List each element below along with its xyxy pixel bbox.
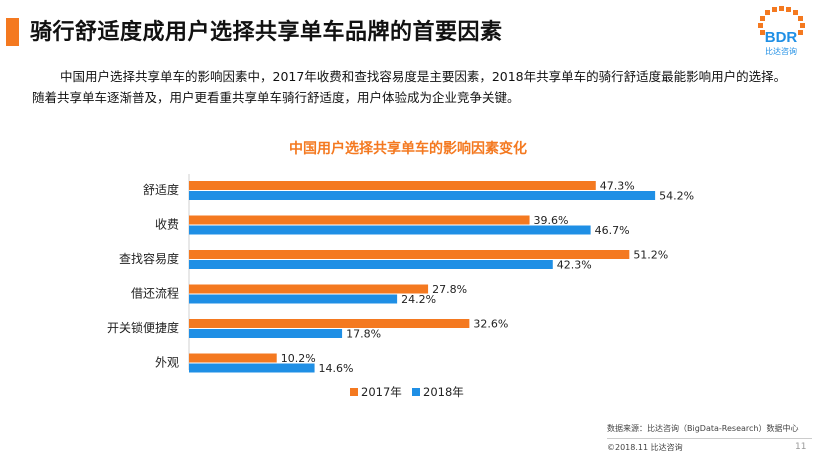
data-label: 10.2% [281, 352, 316, 365]
data-label: 32.6% [473, 318, 508, 331]
bar-2018 [189, 225, 591, 235]
data-label: 46.7% [595, 224, 630, 237]
bar-chart: 舒适度 47.3% 54.2% 收费 39.6% 46.7% 查找容易度 51.2% 42.3%… [107, 174, 694, 399]
legend-label: 2017年 [361, 385, 402, 399]
data-label: 51.2% [633, 249, 668, 262]
page-number: 11 [795, 442, 807, 452]
legend-label: 2018年 [423, 385, 464, 399]
data-label: 27.8% [432, 283, 467, 296]
category-label: 外观 [155, 356, 179, 370]
logo-text: BDR [765, 29, 798, 46]
bar-2018 [189, 363, 315, 373]
title-accent-bar [6, 18, 19, 46]
data-label: 47.3% [600, 180, 635, 193]
data-label: 17.8% [346, 328, 381, 341]
data-source: 数据来源：比达咨询（BigData-Research）数据中心 [607, 424, 799, 433]
bdr-logo: BDR 比达咨询 [758, 6, 805, 56]
data-label: 54.2% [659, 190, 694, 203]
logo-ring [758, 6, 805, 35]
bar-2017 [189, 250, 630, 259]
category-label: 开关锁便捷度 [107, 320, 179, 335]
category-label: 收费 [155, 218, 179, 232]
footer-divider [607, 438, 812, 439]
bar-2018 [189, 329, 343, 338]
bar-2018 [189, 191, 656, 200]
data-label: 39.6% [534, 214, 569, 227]
bar-2017 [189, 284, 429, 294]
bar-2017 [189, 319, 470, 328]
bar-2018 [189, 294, 398, 304]
data-label: 14.6% [319, 362, 354, 375]
data-label: 42.3% [557, 259, 592, 272]
bar-2018 [189, 260, 553, 269]
category-label: 舒适度 [143, 182, 179, 197]
description-paragraph: 中国用户选择共享单车的影响因素中，2017年收费和查找容易度是主要因素，2018… [32, 69, 787, 105]
legend-swatch-2018 [412, 388, 420, 396]
copyright: ©2018.11 比达咨询 [607, 443, 683, 452]
category-label: 查找容易度 [119, 251, 179, 266]
bar-2017 [189, 181, 596, 190]
data-label: 24.2% [401, 293, 436, 306]
legend-swatch-2017 [350, 388, 358, 396]
category-label: 借还流程 [131, 286, 179, 301]
logo-subtext: 比达咨询 [765, 46, 797, 56]
bar-2017 [189, 215, 530, 225]
chart-title: 中国用户选择共享单车的影响因素变化 [289, 141, 527, 157]
page-title: 骑行舒适度成用户选择共享单车品牌的首要因素 [30, 20, 503, 45]
bar-2017 [189, 353, 277, 363]
